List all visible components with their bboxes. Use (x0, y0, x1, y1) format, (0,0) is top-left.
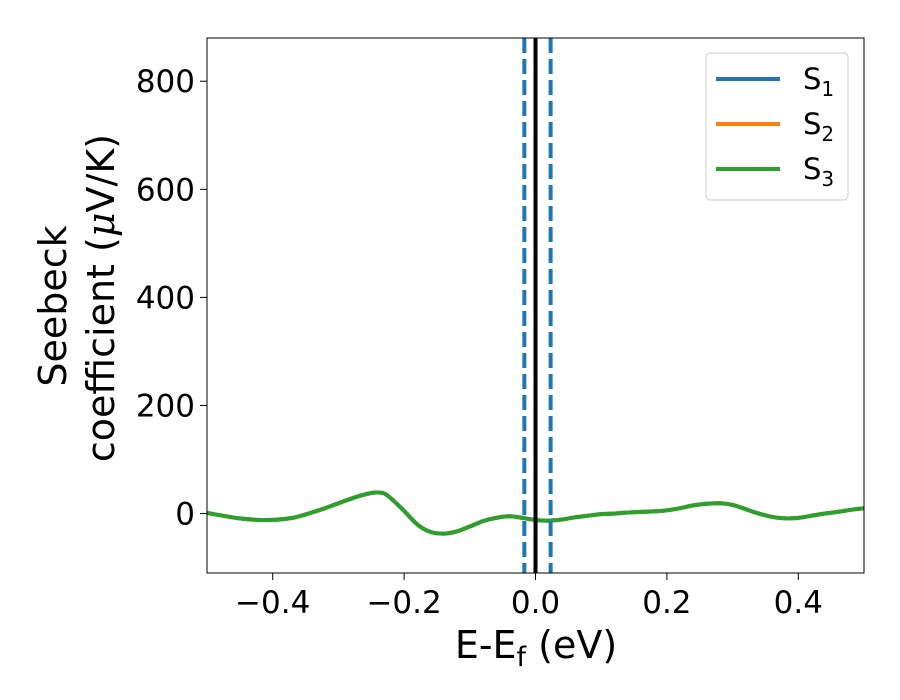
y-tick-label: 200 (136, 388, 195, 424)
legend-box (705, 52, 849, 201)
series-layer (207, 490, 864, 536)
x-tick-label: 0.2 (642, 585, 691, 621)
y-tick-label: 600 (136, 172, 195, 208)
y-tick-label: 0 (175, 497, 195, 533)
x-tick-label: 0.4 (774, 585, 823, 621)
series-line-s3 (207, 490, 864, 536)
legend-label-s3: S3 (803, 152, 834, 191)
legend-label-s2: S2 (803, 107, 834, 146)
legend-label-s1: S1 (803, 62, 834, 101)
x-axis-ticks: −0.4 −0.2 0.0 0.2 0.4 (235, 573, 823, 621)
legend: S1 S2 S3 (705, 52, 849, 201)
y-axis-label-line1: Seebeck (31, 225, 75, 386)
x-tick-label: −0.2 (366, 585, 441, 621)
y-axis-label-line2: coefficient (μV/K) (79, 134, 123, 462)
x-tick-label: 0.0 (511, 585, 560, 621)
y-axis-ticks: 0 200 400 600 800 (136, 64, 207, 533)
x-axis-label: E-Ef (eV) (455, 623, 617, 673)
x-tick-label: −0.4 (235, 585, 310, 621)
reference-lines-layer (522, 38, 553, 573)
y-tick-label: 400 (136, 280, 195, 316)
y-tick-label: 800 (136, 64, 195, 100)
